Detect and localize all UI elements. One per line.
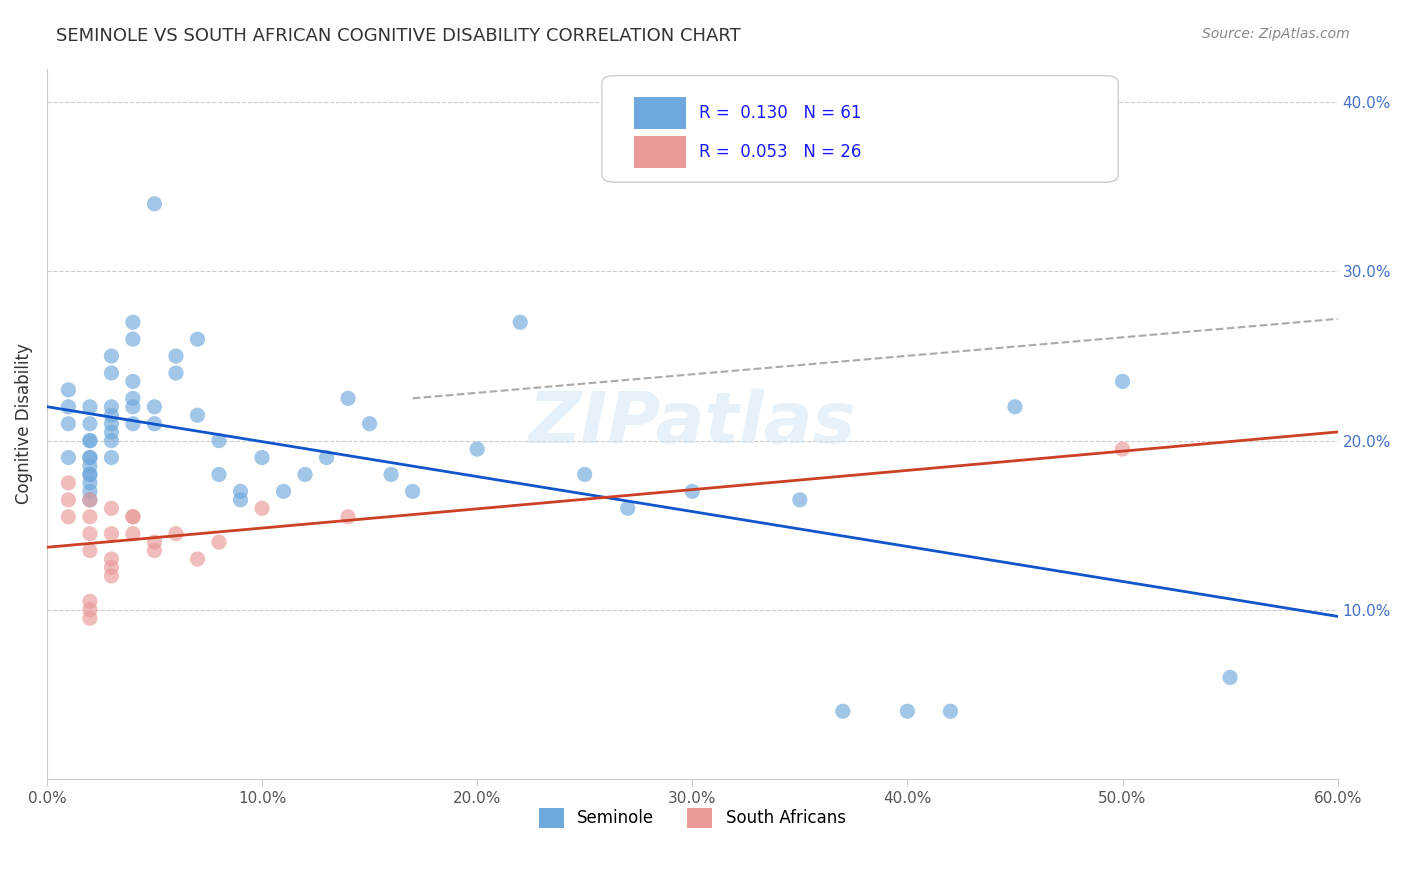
Seminole (122, 375, 145, 389)
South Africans (250, 501, 273, 516)
Seminole (79, 467, 101, 482)
Seminole (100, 400, 122, 414)
Seminole (122, 400, 145, 414)
FancyBboxPatch shape (634, 97, 686, 129)
South Africans (122, 526, 145, 541)
South Africans (79, 492, 101, 507)
Seminole (100, 409, 122, 423)
Seminole (509, 315, 531, 329)
Seminole (79, 458, 101, 473)
Seminole (359, 417, 381, 431)
Seminole (273, 484, 295, 499)
Y-axis label: Cognitive Disability: Cognitive Disability (15, 343, 32, 504)
Seminole (79, 450, 101, 465)
South Africans (79, 509, 101, 524)
Seminole (186, 409, 208, 423)
Seminole (939, 704, 962, 718)
South Africans (186, 552, 208, 566)
Seminole (143, 197, 166, 211)
South Africans (79, 594, 101, 608)
South Africans (337, 509, 360, 524)
South Africans (58, 509, 80, 524)
Seminole (100, 366, 122, 380)
FancyBboxPatch shape (634, 136, 686, 168)
Seminole (165, 349, 187, 363)
Seminole (401, 484, 423, 499)
Seminole (250, 450, 273, 465)
Seminole (79, 434, 101, 448)
Seminole (100, 450, 122, 465)
Seminole (122, 332, 145, 346)
Seminole (616, 501, 638, 516)
South Africans (100, 560, 122, 574)
South Africans (79, 603, 101, 617)
Seminole (143, 417, 166, 431)
South Africans (122, 509, 145, 524)
Seminole (896, 704, 918, 718)
Seminole (79, 434, 101, 448)
Legend: Seminole, South Africans: Seminole, South Africans (531, 801, 852, 835)
Seminole (165, 366, 187, 380)
South Africans (100, 552, 122, 566)
Seminole (681, 484, 703, 499)
South Africans (208, 535, 231, 549)
Seminole (208, 434, 231, 448)
Seminole (186, 332, 208, 346)
Seminole (79, 492, 101, 507)
Seminole (79, 467, 101, 482)
South Africans (79, 543, 101, 558)
Seminole (229, 484, 252, 499)
Seminole (315, 450, 337, 465)
Seminole (79, 475, 101, 490)
South Africans (58, 475, 80, 490)
South Africans (58, 492, 80, 507)
South Africans (100, 526, 122, 541)
Seminole (79, 484, 101, 499)
Text: SEMINOLE VS SOUTH AFRICAN COGNITIVE DISABILITY CORRELATION CHART: SEMINOLE VS SOUTH AFRICAN COGNITIVE DISA… (56, 27, 741, 45)
South Africans (143, 535, 166, 549)
Seminole (79, 400, 101, 414)
Seminole (100, 417, 122, 431)
Text: R =  0.053   N = 26: R = 0.053 N = 26 (699, 143, 860, 161)
South Africans (79, 611, 101, 625)
Seminole (122, 392, 145, 406)
Seminole (58, 450, 80, 465)
Text: R =  0.130   N = 61: R = 0.130 N = 61 (699, 103, 862, 121)
Seminole (465, 442, 488, 456)
Text: ZIPatlas: ZIPatlas (529, 389, 856, 458)
FancyBboxPatch shape (602, 76, 1118, 182)
Seminole (1004, 400, 1026, 414)
South Africans (100, 501, 122, 516)
Seminole (831, 704, 853, 718)
Seminole (574, 467, 596, 482)
Seminole (1219, 670, 1241, 684)
Seminole (79, 417, 101, 431)
South Africans (165, 526, 187, 541)
Seminole (58, 383, 80, 397)
South Africans (100, 569, 122, 583)
Seminole (58, 417, 80, 431)
Seminole (58, 400, 80, 414)
South Africans (1111, 442, 1133, 456)
Text: Source: ZipAtlas.com: Source: ZipAtlas.com (1202, 27, 1350, 41)
Seminole (122, 417, 145, 431)
Seminole (337, 392, 360, 406)
Seminole (789, 492, 811, 507)
South Africans (122, 509, 145, 524)
Seminole (122, 315, 145, 329)
Seminole (208, 467, 231, 482)
Seminole (143, 400, 166, 414)
Seminole (1111, 375, 1133, 389)
Seminole (100, 425, 122, 440)
South Africans (143, 543, 166, 558)
Seminole (100, 349, 122, 363)
South Africans (79, 526, 101, 541)
Seminole (100, 434, 122, 448)
Seminole (380, 467, 402, 482)
Seminole (229, 492, 252, 507)
Seminole (294, 467, 316, 482)
Seminole (79, 450, 101, 465)
